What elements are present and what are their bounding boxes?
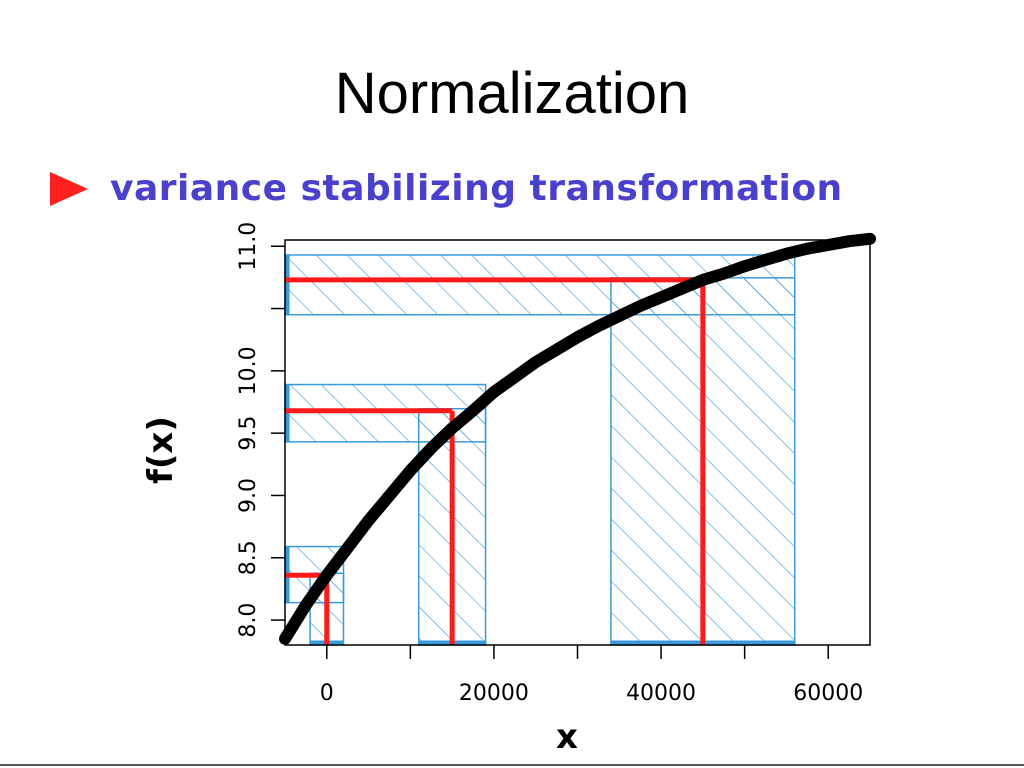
y-tick-label-4: 10.0 bbox=[236, 346, 261, 395]
band-layer bbox=[284, 254, 796, 646]
bullet-arrow-icon bbox=[50, 171, 88, 206]
y-axis: 8.0 8.5 9.0 9.5 10.0 11.0 bbox=[236, 222, 285, 638]
bullet-text: variance stabilizing transformation bbox=[110, 168, 843, 209]
y-tick-label-0: 8.0 bbox=[236, 603, 261, 638]
y-tick-label-3: 9.5 bbox=[236, 416, 261, 451]
y-axis-label: f(x) bbox=[141, 416, 181, 484]
bottom-rule bbox=[0, 764, 1024, 766]
y-tick-label-1: 8.5 bbox=[236, 540, 261, 575]
x-tick-label-0: 0 bbox=[320, 681, 334, 706]
x-tick-label-1: 20000 bbox=[459, 681, 529, 706]
y-tick-label-6: 11.0 bbox=[236, 222, 261, 271]
marker-layer bbox=[285, 277, 706, 645]
curve-line bbox=[279, 232, 876, 645]
curve-layer bbox=[279, 232, 876, 645]
slide-title: Normalization bbox=[334, 61, 690, 126]
x-tick-label-3: 60000 bbox=[793, 681, 863, 706]
y-tick-label-2: 9.0 bbox=[236, 478, 261, 513]
x-tick-label-2: 40000 bbox=[626, 681, 696, 706]
x-axis: 0 20000 40000 60000 bbox=[320, 645, 863, 706]
y-band-3 bbox=[284, 254, 796, 316]
x-axis-label: x bbox=[556, 717, 578, 757]
bullet-row: variance stabilizing transformation bbox=[50, 168, 843, 209]
chart: 0 20000 40000 60000 8.08.59.09.510.011.0 x … bbox=[141, 222, 876, 757]
